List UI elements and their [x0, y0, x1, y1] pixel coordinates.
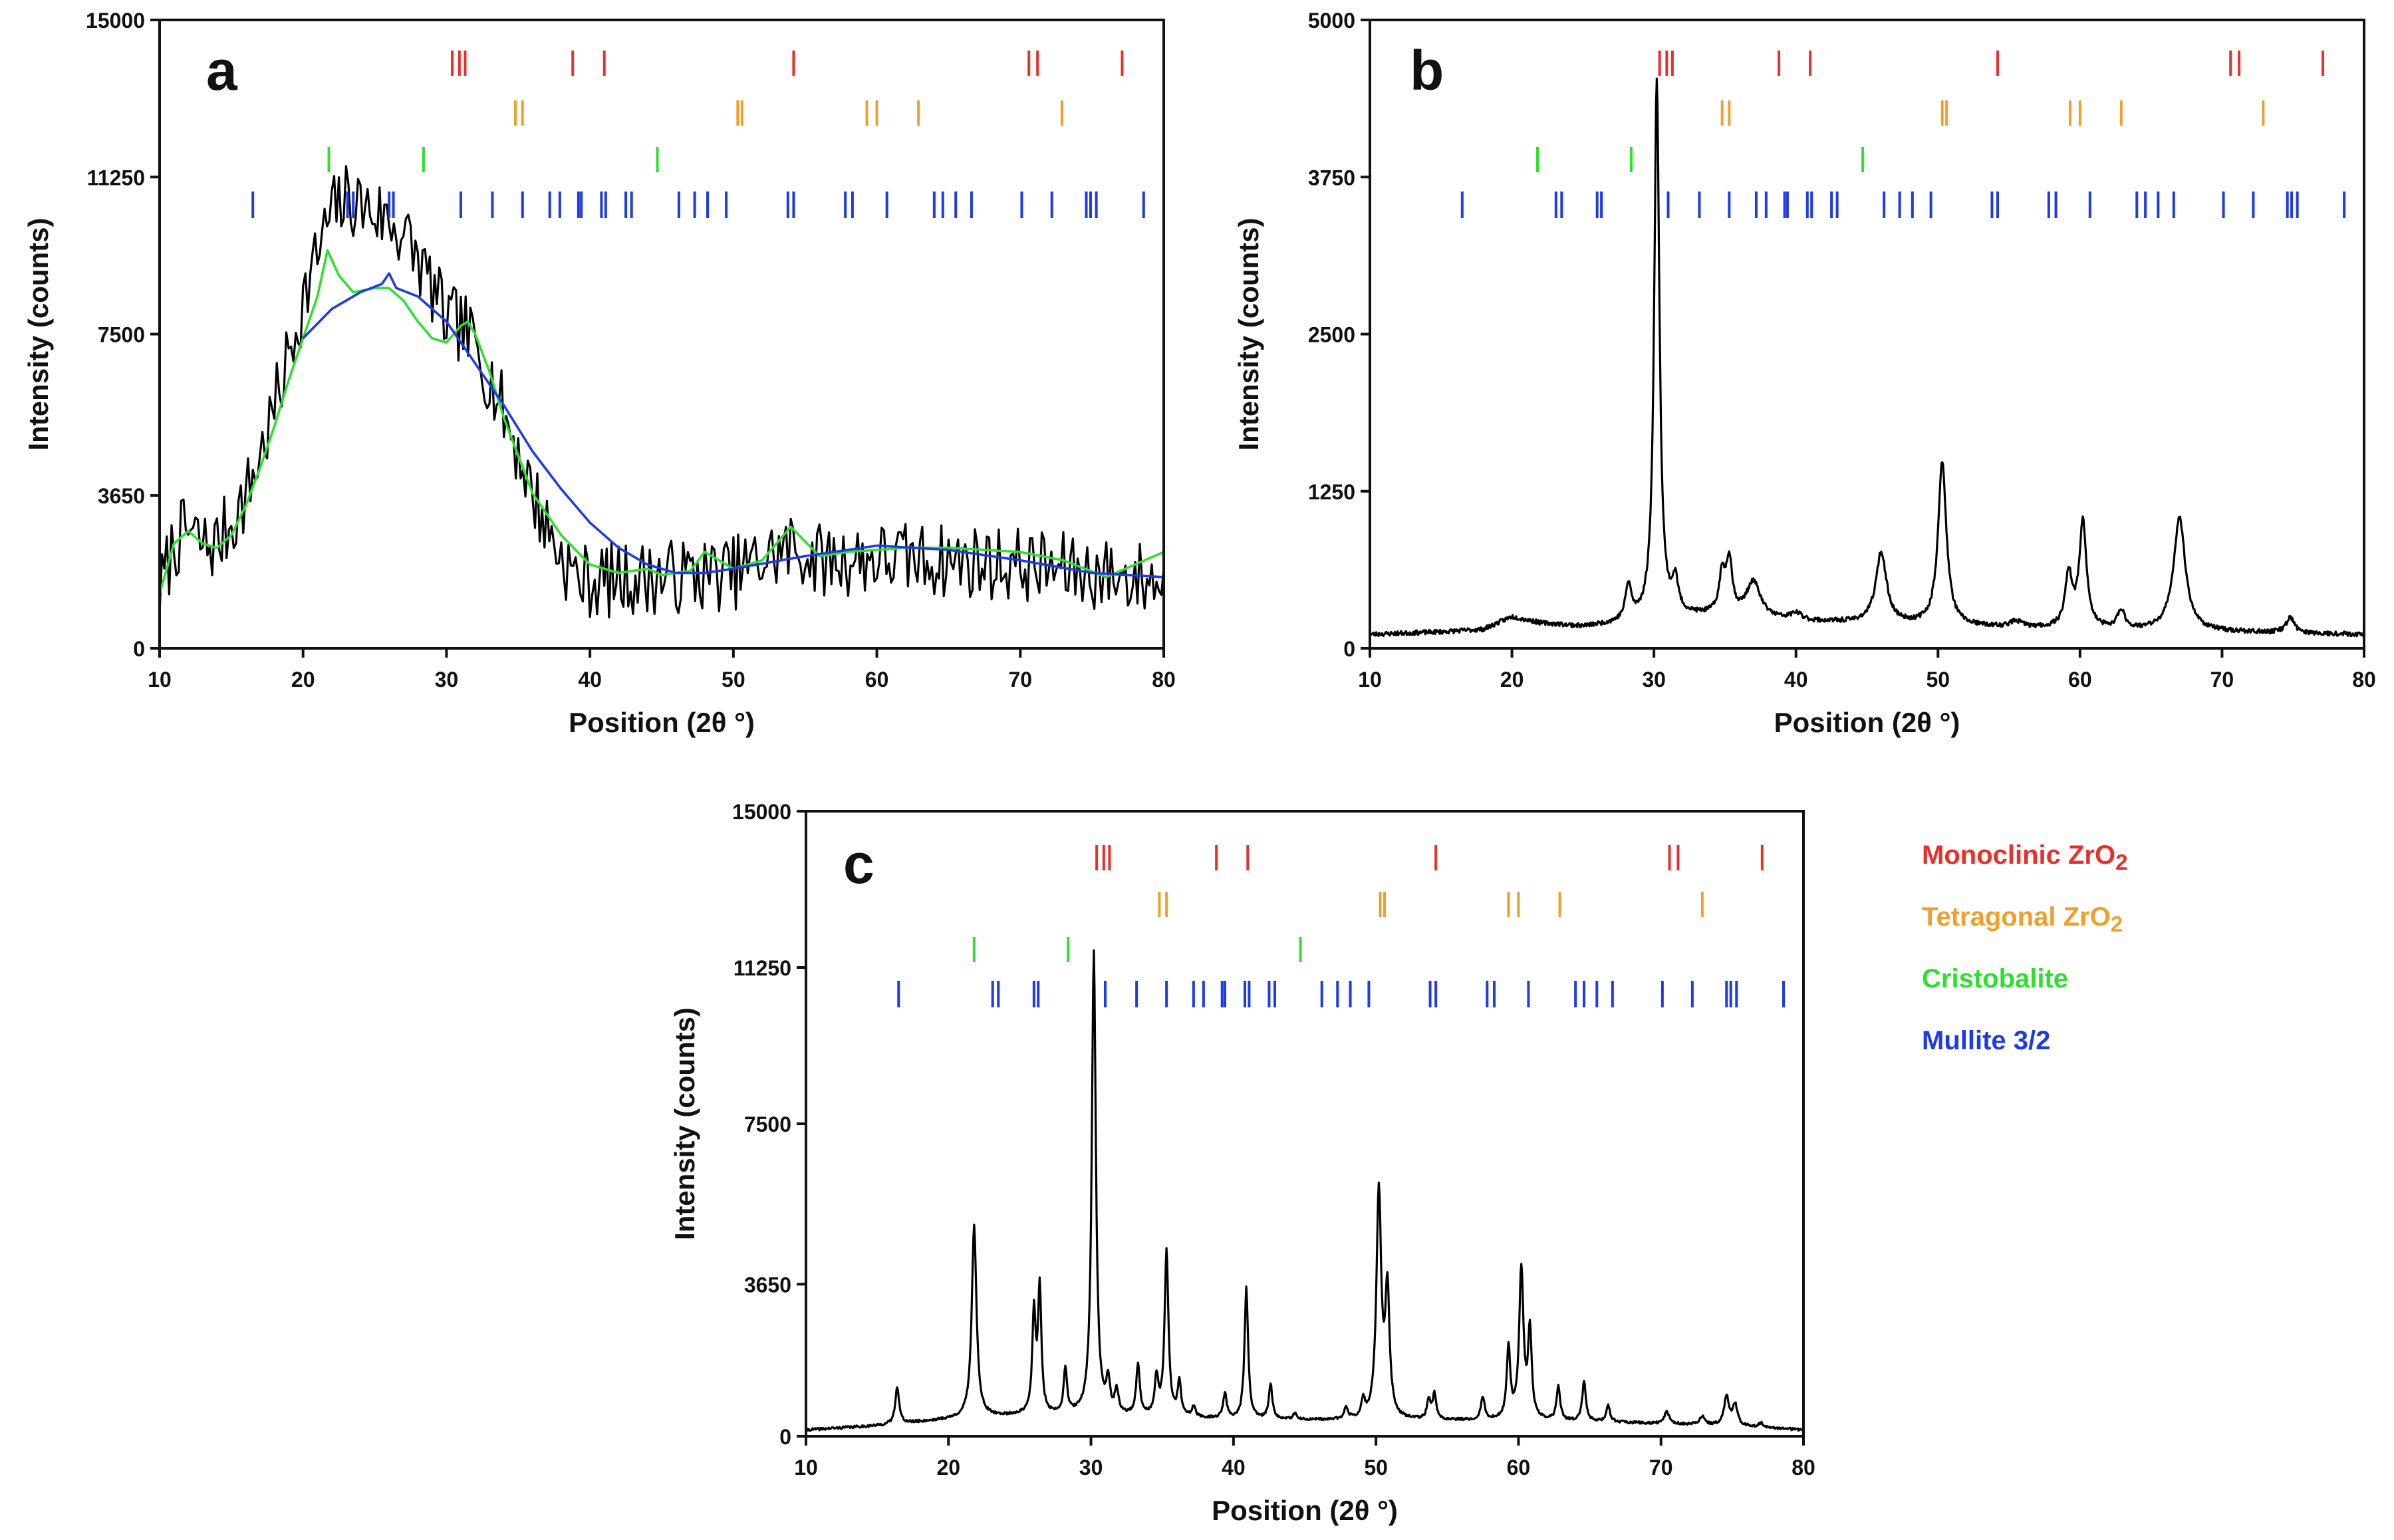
y-tick-label: 7500 — [744, 1112, 791, 1136]
legend-label: Tetragonal ZrO — [1922, 902, 2111, 932]
x-tick-label: 50 — [1364, 1456, 1388, 1479]
x-tick-label: 60 — [865, 668, 889, 692]
legend-item-tetragonal: Tetragonal ZrO2 — [1922, 886, 2128, 948]
x-tick-label: 40 — [578, 668, 602, 692]
panel-a-chart: a 10 20 30 40 50 60 70 80 0 3650 7500 11250 15000 Posi… — [23, 9, 1176, 738]
y-tick-label: 0 — [1343, 637, 1355, 661]
y-tick-label: 3650 — [744, 1273, 791, 1297]
x-tick-label: 10 — [794, 1456, 818, 1479]
y-axis-title: Intensity (counts) — [1233, 217, 1264, 450]
y-tick-label: 11250 — [733, 956, 791, 980]
y-tick-label: 3650 — [98, 484, 145, 508]
y-tick-label: 15000 — [732, 800, 791, 824]
x-tick-label: 40 — [1784, 668, 1808, 692]
x-tick-label: 60 — [2068, 668, 2092, 692]
x-tick-label: 80 — [1792, 1456, 1815, 1479]
y-tick-label: 0 — [133, 637, 145, 661]
y-tick-label: 1250 — [1308, 480, 1355, 504]
y-axis-title: Intensity (counts) — [669, 1007, 700, 1240]
series-fit — [158, 249, 1164, 594]
y-tick-label: 7500 — [98, 323, 145, 347]
x-tick-label: 70 — [2210, 668, 2234, 692]
legend-label: Mullite 3/2 — [1922, 1026, 2051, 1055]
x-tick-label: 50 — [722, 668, 745, 692]
x-tick-label: 30 — [435, 668, 459, 692]
x-axis-title: Position (2θ °) — [1212, 1495, 1398, 1526]
legend-label: Monoclinic ZrO — [1922, 840, 2116, 870]
panel-letter: a — [206, 39, 238, 102]
x-tick-label: 50 — [1926, 668, 1950, 692]
x-axis-title: Position (2θ °) — [1774, 707, 1960, 738]
x-tick-label: 80 — [2352, 668, 2376, 692]
phase-legend: Monoclinic ZrO2 Tetragonal ZrO2 Cristoba… — [1922, 825, 2128, 1072]
x-tick-label: 20 — [1500, 668, 1524, 692]
legend-label: Cristobalite — [1922, 964, 2069, 993]
x-tick-label: 20 — [291, 668, 315, 692]
series-amorphous — [302, 272, 1164, 578]
series-observed — [805, 949, 1804, 1432]
x-tick-label: 30 — [1642, 668, 1666, 692]
legend-item-mullite: Mullite 3/2 — [1922, 1010, 2128, 1072]
panel-letter: b — [1410, 39, 1444, 102]
y-axis-title: Intensity (counts) — [23, 217, 54, 450]
panel-letter: c — [843, 833, 874, 895]
y-tick-label: 0 — [779, 1425, 791, 1449]
series-observed — [1369, 77, 2365, 638]
y-tick-label: 2500 — [1308, 323, 1355, 347]
x-tick-label: 10 — [1358, 668, 1382, 692]
y-tick-label: 15000 — [86, 9, 145, 33]
y-tick-label: 3750 — [1308, 166, 1355, 190]
x-tick-label: 40 — [1222, 1456, 1246, 1479]
legend-subscript: 2 — [2115, 850, 2128, 875]
x-tick-label: 10 — [148, 668, 172, 692]
legend-item-monoclinic: Monoclinic ZrO2 — [1922, 825, 2128, 886]
series-observed — [158, 165, 1165, 618]
y-tick-label: 11250 — [87, 166, 145, 190]
x-tick-label: 60 — [1507, 1456, 1531, 1479]
x-tick-label: 20 — [936, 1456, 960, 1479]
legend-subscript: 2 — [2110, 912, 2123, 937]
x-tick-label: 30 — [1079, 1456, 1103, 1479]
panel-b-chart: b 10 20 30 40 50 60 70 80 0 1250 2500 3750 5000 Positi… — [1233, 9, 2376, 738]
plot-frame — [805, 810, 1805, 1438]
x-tick-label: 80 — [1152, 668, 1176, 692]
panel-c-chart: c 10 20 30 40 50 60 70 80 0 3650 7500 11250 15000 Posi… — [669, 800, 1815, 1526]
x-tick-label: 70 — [1649, 1456, 1673, 1479]
x-tick-label: 70 — [1008, 668, 1032, 692]
y-tick-label: 5000 — [1308, 9, 1355, 33]
plot-frame — [1369, 19, 2365, 650]
legend-item-cristobalite: Cristobalite — [1922, 948, 2128, 1010]
x-axis-title: Position (2θ °) — [569, 707, 755, 738]
